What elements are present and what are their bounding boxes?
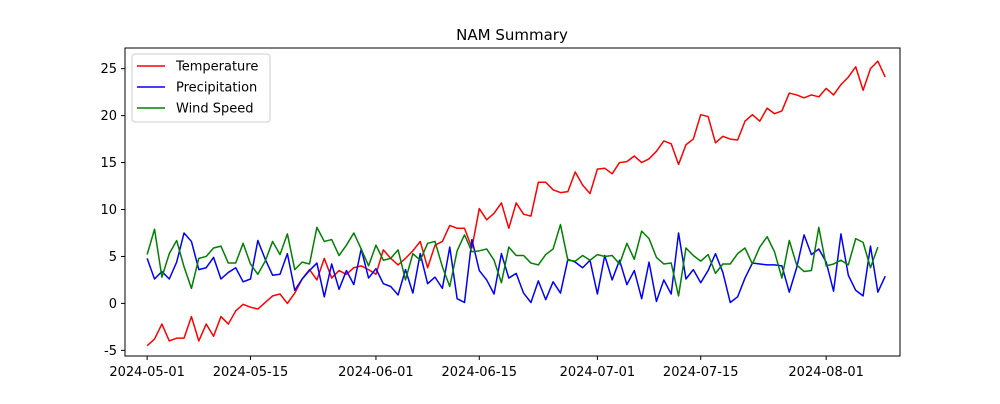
x-axis: 2024-05-01 2024-05-15 2024-06-01 2024-06-15…	[109, 356, 864, 380]
legend-box	[131, 53, 271, 123]
x-tick-label: 2024-06-15	[442, 365, 518, 380]
y-tick-label: 20	[100, 109, 117, 124]
plot-frame	[124, 47, 901, 357]
x-tick-label: 2024-06-01	[338, 365, 414, 380]
series-line-wind-speed	[146, 223, 879, 297]
series-line-precipitation	[146, 232, 886, 304]
x-tick-label: 2024-07-01	[560, 365, 636, 380]
y-tick-label: 25	[100, 62, 117, 77]
legend-label: Temperature	[175, 60, 258, 75]
legend: Temperature Precipitation Wind Speed	[131, 53, 271, 123]
series-line-temperature	[146, 60, 886, 347]
x-tick-label: 2024-08-01	[788, 365, 864, 380]
series-layer	[146, 60, 886, 347]
y-axis: -5 0 5 10 15 20 25	[100, 62, 125, 359]
y-tick-label: 15	[100, 156, 117, 171]
y-tick-label: -5	[104, 344, 117, 359]
y-tick-label: 5	[109, 250, 117, 265]
y-tick-label: 10	[100, 203, 117, 218]
legend-label: Wind Speed	[176, 102, 254, 117]
x-tick-label: 2024-05-01	[109, 365, 185, 380]
legend-label: Precipitation	[176, 81, 257, 96]
x-tick-label: 2024-05-15	[213, 365, 289, 380]
y-tick-label: 0	[109, 297, 117, 312]
chart-title: NAM Summary	[456, 26, 568, 44]
x-tick-label: 2024-07-15	[663, 365, 739, 380]
